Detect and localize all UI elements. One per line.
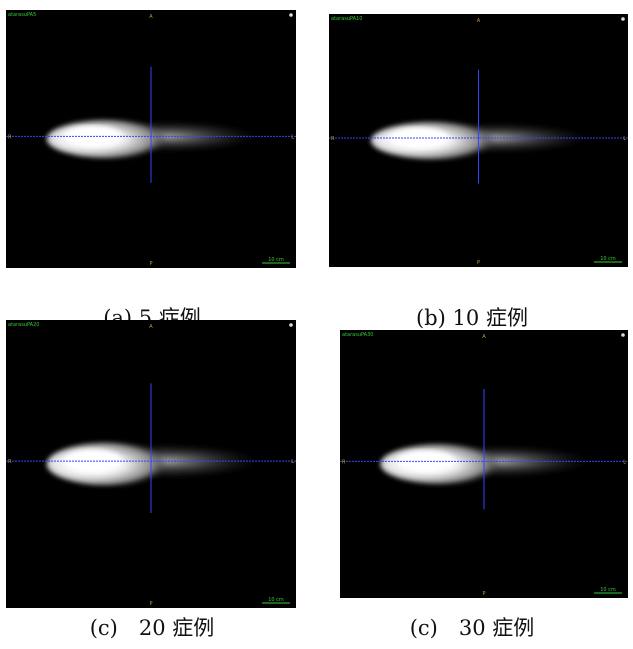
orientation-top: A	[482, 334, 486, 340]
scale-label: 10 cm	[600, 587, 616, 593]
orientation-right: L	[291, 134, 294, 140]
figure: atarasuPA5APRL10 cm(a) 5 症例atarasuPA10AP…	[0, 0, 633, 649]
orientation-bottom: P	[482, 591, 485, 597]
id-label: atarasuPA30	[342, 332, 373, 338]
image-panel: atarasuPA5 A P R L 10 cm	[6, 10, 296, 268]
orientation-top: A	[149, 14, 153, 20]
corner-dot	[289, 323, 293, 327]
id-label: atarasuPA10	[331, 16, 362, 22]
orientation-top: A	[477, 18, 481, 24]
orientation-right: L	[623, 459, 626, 465]
caption: (c) 20 症例	[90, 616, 215, 640]
orientation-bottom: P	[149, 601, 152, 607]
orientation-left: R	[331, 136, 335, 142]
caption: (c) 30 症例	[410, 616, 535, 640]
orientation-bottom: P	[477, 260, 480, 266]
core-blob	[389, 128, 449, 148]
image-panel: atarasuPA10 A P R L 10 cm	[329, 14, 628, 267]
corner-dot	[621, 17, 625, 21]
image-panel: atarasuPA20 A P R L 10 cm	[6, 320, 296, 608]
orientation-bottom: P	[149, 261, 152, 267]
scale-label: 10 cm	[268, 257, 284, 263]
orientation-right: L	[623, 136, 626, 142]
image-panel: atarasuPA30 A P R L 10 cm	[340, 330, 628, 598]
orientation-right: L	[291, 459, 294, 465]
id-label: atarasuPA20	[8, 322, 39, 328]
scale-label: 10 cm	[600, 256, 616, 262]
caption: (b) 10 症例	[416, 306, 528, 330]
scale-label: 10 cm	[268, 597, 284, 603]
orientation-left: R	[342, 459, 346, 465]
corner-dot	[289, 13, 293, 17]
orientation-top: A	[149, 324, 153, 330]
orientation-left: R	[8, 459, 12, 465]
corner-dot	[621, 333, 625, 337]
orientation-left: R	[8, 134, 12, 140]
id-label: atarasuPA5	[8, 12, 36, 18]
